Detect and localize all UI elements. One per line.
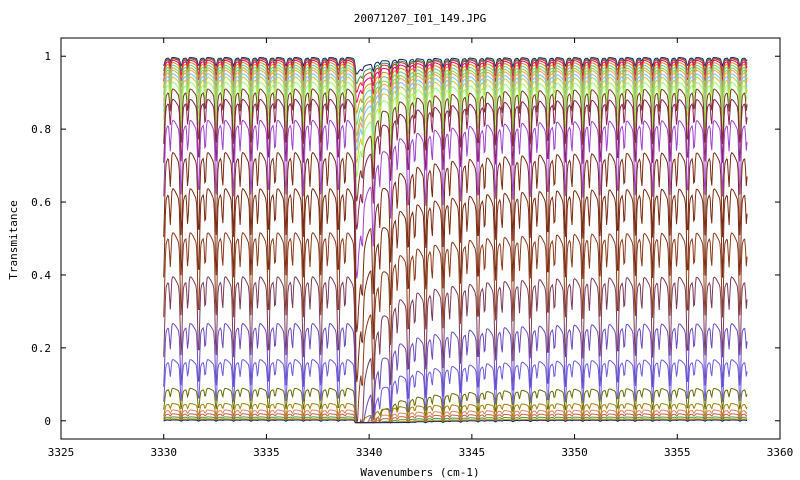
x-tick-label: 3350 [561, 446, 588, 459]
x-tick-label: 3355 [664, 446, 691, 459]
series-line-8 [163, 69, 748, 143]
x-tick-label: 3345 [459, 446, 486, 459]
chart-title: 20071207_I01_149.JPG [354, 12, 486, 25]
y-tick-label: 0 [44, 415, 51, 428]
y-axis-label: Transmitance [7, 200, 20, 279]
series-line-1 [163, 56, 748, 75]
series-line-14 [163, 119, 748, 279]
series-group [163, 56, 748, 424]
series-line-11 [163, 81, 748, 177]
series-line-5 [163, 61, 748, 115]
series-line-18 [163, 276, 748, 424]
series-line-15 [163, 151, 748, 333]
x-axis-label: Wavenumbers (cm-1) [360, 466, 479, 479]
series-line-4 [163, 59, 748, 104]
series-line-13 [163, 98, 748, 230]
series-line-20 [163, 359, 748, 424]
y-tick-label: 0.2 [31, 342, 51, 355]
x-axis-ticks: 3325 3330 3335 3340 3345 3350 3355 3360 [48, 38, 794, 459]
series-line-10 [163, 76, 748, 163]
y-axis-ticks: 0 0.2 0.4 0.6 0.8 1 [31, 50, 780, 428]
x-tick-label: 3360 [767, 446, 794, 459]
x-tick-label: 3330 [150, 446, 177, 459]
series-line-24 [163, 413, 748, 424]
x-tick-label: 3325 [48, 446, 75, 459]
series-line-17 [163, 232, 748, 423]
series-line-25 [163, 416, 748, 424]
y-tick-label: 1 [44, 50, 51, 63]
series-line-21 [163, 387, 748, 424]
series-line-7 [163, 67, 748, 136]
series-line-22 [163, 402, 748, 424]
series-line-27 [163, 419, 748, 424]
series-line-23 [163, 409, 748, 424]
y-tick-label: 0.4 [31, 269, 51, 282]
series-line-6 [163, 64, 748, 127]
y-tick-label: 0.8 [31, 123, 51, 136]
series-line-3 [163, 58, 748, 94]
series-line-16 [163, 188, 748, 383]
x-tick-label: 3340 [356, 446, 383, 459]
series-line-26 [163, 418, 748, 424]
series-line-19 [163, 322, 748, 424]
series-line-9 [163, 73, 748, 151]
series-line-12 [163, 88, 748, 202]
plot-frame [60, 37, 781, 440]
x-tick-label: 3335 [253, 446, 280, 459]
y-tick-label: 0.6 [31, 196, 51, 209]
